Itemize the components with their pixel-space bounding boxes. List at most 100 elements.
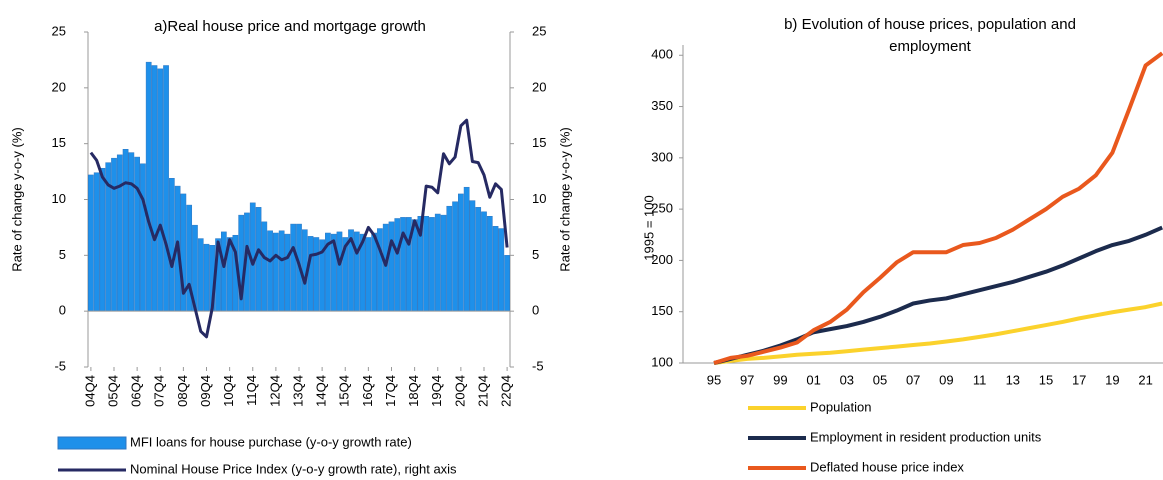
legend-label: Nominal House Price Index (y-o-y growth … — [130, 461, 457, 476]
bar — [371, 232, 378, 312]
bar — [134, 156, 140, 312]
chart-title: b) Evolution of house prices, population… — [784, 16, 1076, 55]
x-tick-label: 06Q4 — [129, 375, 144, 407]
y-tick-label: 400 — [651, 47, 673, 62]
bar — [93, 172, 100, 312]
bar — [197, 238, 204, 312]
y-tick-label: -5 — [54, 358, 66, 373]
y-tick-label: 0 — [59, 303, 66, 318]
x-tick-label: 14Q4 — [314, 375, 329, 407]
x-tick-label: 05 — [873, 372, 887, 387]
y2-tick-label: 25 — [532, 23, 546, 38]
bar — [128, 152, 135, 312]
x-tick-label: 21Q4 — [475, 375, 490, 407]
x-tick-label: 09Q4 — [198, 375, 213, 407]
bar — [151, 65, 158, 312]
x-tick-label: 21 — [1138, 372, 1152, 387]
y-tick-label: 200 — [651, 252, 673, 267]
bar — [377, 228, 383, 312]
bar — [307, 236, 314, 312]
x-tick-label: 11 — [973, 372, 987, 387]
x-tick-label: 17Q4 — [383, 375, 398, 407]
bar — [313, 237, 320, 312]
bar — [140, 163, 146, 312]
y-tick-label: 300 — [651, 149, 673, 164]
bar — [429, 217, 435, 312]
x-tick-label: 99 — [773, 372, 787, 387]
bar — [423, 216, 430, 312]
x-tick-label: 04Q4 — [82, 375, 97, 407]
line — [713, 301, 1163, 365]
y-tick-label: 25 — [52, 23, 66, 38]
bar — [481, 211, 487, 312]
bar — [261, 221, 268, 312]
bar — [273, 232, 279, 312]
x-tick-label: 10Q4 — [221, 375, 236, 407]
bar — [504, 255, 510, 312]
bar — [492, 226, 499, 312]
y2-axis-title: Rate of change y-o-y (%) — [557, 127, 572, 272]
bar — [486, 216, 493, 312]
bar — [452, 201, 458, 312]
bar — [353, 231, 360, 312]
x-tick-label: 03 — [840, 372, 854, 387]
y-tick-label: 350 — [651, 98, 673, 113]
bar — [440, 214, 447, 312]
x-tick-label: 09 — [939, 372, 953, 387]
y-axis-title: 1995 = 100 — [641, 195, 656, 260]
bar — [284, 233, 291, 312]
y-tick-label: 10 — [52, 191, 66, 206]
x-tick-label: 15Q4 — [337, 375, 352, 407]
bar — [163, 65, 169, 312]
y2-tick-label: 15 — [532, 135, 546, 150]
y-tick-label: 150 — [651, 303, 673, 318]
bar — [111, 157, 117, 312]
bar — [157, 68, 164, 312]
x-tick-label: 11Q4 — [244, 375, 259, 406]
y-tick-label: 5 — [59, 247, 66, 262]
line — [713, 51, 1163, 365]
bar — [434, 213, 441, 312]
y-tick-label: 15 — [52, 135, 66, 150]
y2-tick-label: 0 — [532, 303, 539, 318]
x-tick-label: 07Q4 — [152, 375, 167, 407]
x-tick-label: 12Q4 — [267, 375, 282, 407]
bar — [203, 243, 210, 312]
x-tick-label: 18Q4 — [406, 375, 421, 407]
bar — [446, 205, 453, 312]
bar — [220, 231, 227, 312]
y2-tick-label: -5 — [532, 358, 544, 373]
bar — [88, 174, 94, 312]
bar — [116, 154, 123, 312]
bar — [99, 167, 106, 312]
line — [713, 225, 1163, 365]
line — [89, 118, 509, 339]
x-tick-label: 95 — [707, 372, 721, 387]
x-tick-label: 13 — [1006, 372, 1020, 387]
x-tick-label: 08Q4 — [175, 375, 190, 407]
x-tick-label: 13Q4 — [290, 375, 305, 407]
legend-label: MFI loans for house purchase (y-o-y grow… — [130, 434, 412, 449]
x-tick-label: 07 — [906, 372, 920, 387]
x-tick-label: 19 — [1105, 372, 1119, 387]
y2-tick-label: 20 — [532, 79, 546, 94]
bar — [382, 223, 389, 312]
y2-tick-label: 5 — [532, 247, 539, 262]
bar — [498, 228, 505, 312]
bar — [145, 61, 152, 312]
bar — [388, 221, 395, 312]
bar — [168, 178, 175, 312]
x-tick-label: 19Q4 — [429, 375, 444, 407]
bar — [394, 218, 401, 312]
x-tick-label: 97 — [740, 372, 754, 387]
bar — [469, 200, 476, 312]
y-axis-title: Rate of change y-o-y (%) — [9, 127, 24, 272]
bar — [463, 186, 470, 312]
x-tick-label: 22Q4 — [499, 375, 514, 407]
bar — [458, 193, 464, 312]
bar — [122, 149, 129, 312]
x-tick-label: 15 — [1039, 372, 1053, 387]
chart-title: a)Real house price and mortgage growth — [154, 18, 426, 35]
